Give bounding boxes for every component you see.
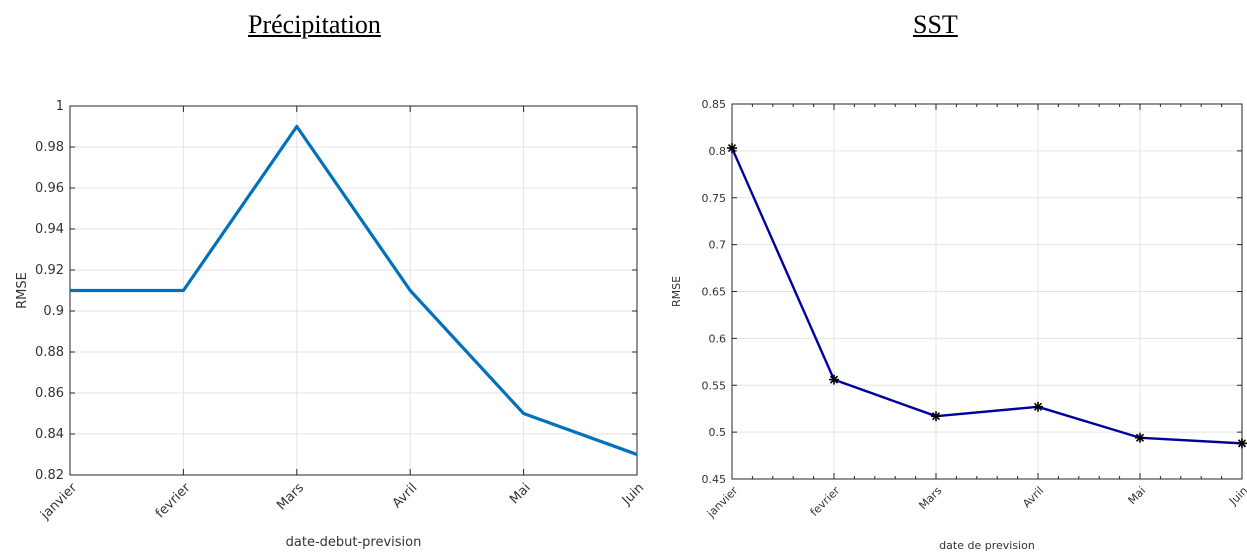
x-tick-label: Mai	[1126, 484, 1149, 507]
y-tick-label: 0.86	[35, 386, 64, 401]
series-line	[70, 124, 638, 457]
y-tick-label: 0.85	[702, 98, 727, 111]
data-point-marker	[1237, 438, 1247, 449]
chart-title-precipitation: Précipitation	[248, 10, 381, 39]
y-axis-label: RMSE	[670, 276, 683, 307]
y-tick-label: 0.98	[35, 140, 64, 155]
y-tick-label: 0.82	[35, 468, 64, 483]
y-tick-label: 0.8	[709, 145, 727, 158]
x-tick-label: Juin	[1226, 484, 1247, 508]
data-point-marker	[829, 374, 839, 385]
y-tick-label: 0.9	[43, 304, 64, 319]
x-tick-label: Avril	[1020, 484, 1046, 510]
y-tick-label: 0.84	[35, 427, 64, 442]
y-tick-label: 0.88	[35, 345, 64, 360]
y-tick-label: 0.75	[702, 192, 727, 205]
data-point-marker	[1033, 401, 1043, 412]
x-axis-label: date-debut-prevision	[286, 535, 422, 550]
y-tick-label: 0.55	[702, 379, 727, 392]
y-tick-label: 1	[56, 99, 64, 114]
y-tick-label: 0.45	[702, 473, 727, 486]
y-tick-label: 0.96	[35, 181, 64, 196]
x-tick-label: Mars	[916, 484, 944, 512]
y-axis-label: RMSE	[15, 272, 30, 309]
chart-title-sst: SST	[913, 10, 958, 39]
x-tick-label: janvier	[704, 484, 741, 521]
y-tick-label: 0.5	[709, 426, 727, 439]
series-line	[730, 147, 1243, 445]
y-tick-label: 0.94	[35, 222, 64, 237]
y-tick-label: 0.65	[702, 286, 727, 299]
data-point-marker	[1135, 432, 1145, 443]
x-tick-label: fevrier	[808, 484, 843, 519]
y-tick-label: 0.7	[709, 239, 727, 252]
data-point-marker	[727, 143, 737, 154]
x-axis-label: date de prevision	[939, 539, 1035, 552]
data-point-marker	[931, 411, 941, 422]
y-tick-label: 0.92	[35, 263, 64, 278]
y-tick-label: 0.6	[709, 332, 727, 345]
